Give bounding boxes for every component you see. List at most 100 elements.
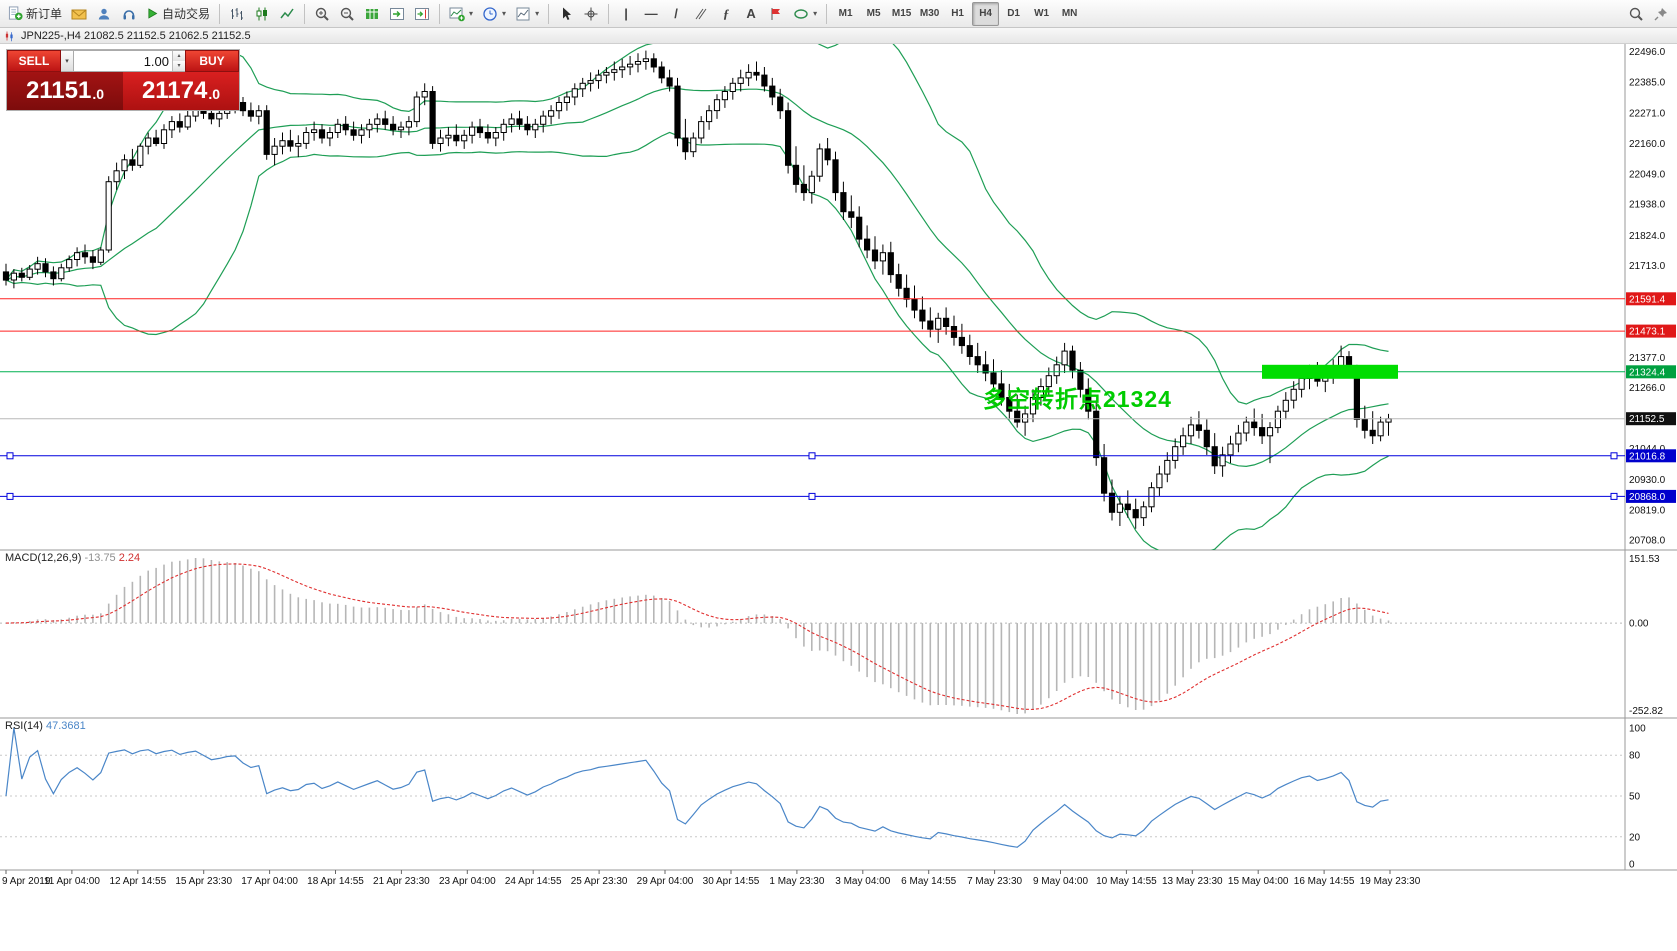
pin-icon bbox=[1654, 7, 1667, 20]
period-button[interactable]: ▾ bbox=[478, 2, 510, 26]
text-tool[interactable]: A bbox=[739, 2, 763, 26]
svg-text:22496.0: 22496.0 bbox=[1629, 47, 1666, 58]
toolbar-separator bbox=[826, 3, 828, 24]
bar-chart-icon bbox=[231, 7, 244, 20]
rsi-value: 47.3681 bbox=[45, 720, 86, 732]
highlight-zone[interactable] bbox=[1262, 364, 1398, 379]
price-axis[interactable]: 22496.0 22385.0 22271.0 22160.0 22049.0 21938… bbox=[1629, 47, 1666, 547]
chart-canvas[interactable]: 22496.0 22385.0 22271.0 22160.0 22049.0 21938… bbox=[0, 44, 1677, 951]
shapes-tool[interactable]: ▾ bbox=[789, 2, 821, 26]
time-axis-label: 29 Apr 04:00 bbox=[637, 876, 694, 887]
fibonacci-tool[interactable]: ƒ bbox=[714, 2, 738, 26]
new-order-button[interactable]: 新订单 bbox=[4, 2, 66, 26]
macd-scale[interactable]: 151.53 0.00 -252.82 bbox=[1629, 554, 1663, 717]
pin-button[interactable] bbox=[1649, 2, 1673, 26]
search-icon bbox=[1629, 7, 1643, 21]
timeframe-m15[interactable]: M15 bbox=[888, 2, 915, 26]
new-chart-button[interactable]: ▾ bbox=[445, 2, 477, 26]
line-handle[interactable] bbox=[808, 452, 816, 460]
community-button[interactable] bbox=[92, 2, 116, 26]
vertical-line-tool[interactable]: | bbox=[614, 2, 638, 26]
template-icon bbox=[516, 7, 530, 20]
time-axis-label: 11 Apr 04:00 bbox=[44, 876, 100, 887]
line-chart-button[interactable] bbox=[275, 2, 299, 26]
envelope-icon bbox=[71, 9, 87, 19]
time-axis-label: 18 Apr 14:55 bbox=[307, 876, 364, 887]
svg-text:21591.4: 21591.4 bbox=[1629, 294, 1666, 305]
line-handle[interactable] bbox=[6, 492, 14, 500]
timeframe-m5[interactable]: M5 bbox=[860, 2, 887, 26]
line-handle[interactable] bbox=[1610, 452, 1618, 460]
template-button[interactable]: ▾ bbox=[511, 2, 543, 26]
horizontal-line-tool[interactable]: — bbox=[639, 2, 663, 26]
time-axis-label: 23 Apr 04:00 bbox=[439, 876, 496, 887]
price-tag-21473.1: 21473.1 bbox=[1626, 324, 1676, 338]
svg-text:0.00: 0.00 bbox=[1629, 619, 1649, 630]
line-handle[interactable] bbox=[6, 452, 14, 460]
buy-price-button[interactable]: 21174 .0 bbox=[123, 72, 239, 110]
time-axis-label: 7 May 23:30 bbox=[967, 876, 1022, 887]
timeframe-w1[interactable]: W1 bbox=[1028, 2, 1055, 26]
time-axis-label: 16 May 14:55 bbox=[1294, 876, 1355, 887]
timeframe-m30[interactable]: M30 bbox=[916, 2, 943, 26]
zoom-in-icon bbox=[315, 7, 329, 21]
order-type-dropdown[interactable]: ▾ bbox=[61, 50, 74, 72]
line-handle[interactable] bbox=[808, 492, 816, 500]
support-button[interactable] bbox=[117, 2, 141, 26]
chart-titlebar[interactable]: JPN225-,H4 21082.5 21152.5 21062.5 21152… bbox=[0, 28, 1677, 44]
timeframe-h1[interactable]: H1 bbox=[944, 2, 971, 26]
zoom-out-button[interactable] bbox=[335, 2, 359, 26]
price-tag-21152.5: 21152.5 bbox=[1626, 412, 1676, 426]
sell-button[interactable]: SELL bbox=[7, 50, 61, 72]
headset-icon bbox=[123, 9, 135, 19]
time-axis-label: 13 May 23:30 bbox=[1162, 876, 1223, 887]
cursor-tool-button[interactable] bbox=[554, 2, 578, 26]
auto-scroll-button[interactable] bbox=[385, 2, 409, 26]
chart-window-icon bbox=[5, 31, 13, 41]
line-chart-icon bbox=[280, 8, 294, 18]
buy-price: 21174 bbox=[141, 77, 208, 104]
line-handle[interactable] bbox=[1610, 492, 1618, 500]
sell-price: 21151 bbox=[25, 77, 92, 104]
crosshair-tool-button[interactable] bbox=[579, 2, 603, 26]
spinner-up-icon[interactable]: ▴ bbox=[173, 51, 185, 61]
toolbar-separator bbox=[304, 3, 306, 24]
timeframe-h4[interactable]: H4 bbox=[972, 1, 1000, 26]
chart-shift-button[interactable] bbox=[410, 2, 434, 26]
bar-chart-button[interactable] bbox=[225, 2, 249, 26]
volume-group: ▴ ▾ bbox=[74, 50, 185, 72]
new-order-label: 新订单 bbox=[26, 7, 63, 21]
zoom-in-button[interactable] bbox=[310, 2, 334, 26]
svg-text:22049.0: 22049.0 bbox=[1629, 169, 1666, 180]
time-axis-label: 24 Apr 14:55 bbox=[505, 876, 562, 887]
channel-tool[interactable] bbox=[689, 2, 713, 26]
play-icon bbox=[148, 8, 158, 19]
autotrading-button[interactable]: 自动交易 bbox=[142, 2, 214, 26]
rsi-name: RSI(14) bbox=[5, 720, 43, 732]
price-tag-21591.4: 21591.4 bbox=[1626, 292, 1676, 306]
label-tool[interactable] bbox=[764, 2, 788, 26]
svg-text:21824.0: 21824.0 bbox=[1629, 231, 1666, 242]
mailbox-button[interactable] bbox=[67, 2, 91, 26]
candlestick-chart-button[interactable] bbox=[250, 2, 274, 26]
chart-annotation-text[interactable]: 多空转折点21324 bbox=[983, 386, 1172, 412]
new-chart-icon bbox=[449, 7, 465, 21]
volume-input[interactable] bbox=[74, 51, 172, 71]
data-window-button[interactable] bbox=[360, 2, 384, 26]
timeframe-d1[interactable]: D1 bbox=[1000, 2, 1027, 26]
buy-button[interactable]: BUY bbox=[185, 50, 239, 72]
sell-price-button[interactable]: 21151 .0 bbox=[7, 72, 123, 110]
spinner-down-icon[interactable]: ▾ bbox=[173, 61, 185, 71]
rsi-scale[interactable]: 100 80 50 20 0 bbox=[1629, 724, 1646, 871]
sell-price-frac: .0 bbox=[92, 86, 105, 102]
timeframe-mn[interactable]: MN bbox=[1056, 2, 1083, 26]
toolbar-separator bbox=[608, 3, 610, 24]
timeframe-m1[interactable]: M1 bbox=[832, 2, 859, 26]
symbol-search-button[interactable] bbox=[1624, 2, 1648, 26]
trendline-tool[interactable]: / bbox=[664, 2, 688, 26]
timeframe-toolbar: M1 M5 M15 M30 H1 H4 D1 W1 MN bbox=[832, 1, 1083, 26]
one-click-trading-panel: SELL ▾ ▴ ▾ BUY 21151 .0 21174 .0 bbox=[6, 49, 240, 111]
pane-separators bbox=[0, 549, 1677, 871]
svg-text:151.53: 151.53 bbox=[1629, 554, 1660, 565]
